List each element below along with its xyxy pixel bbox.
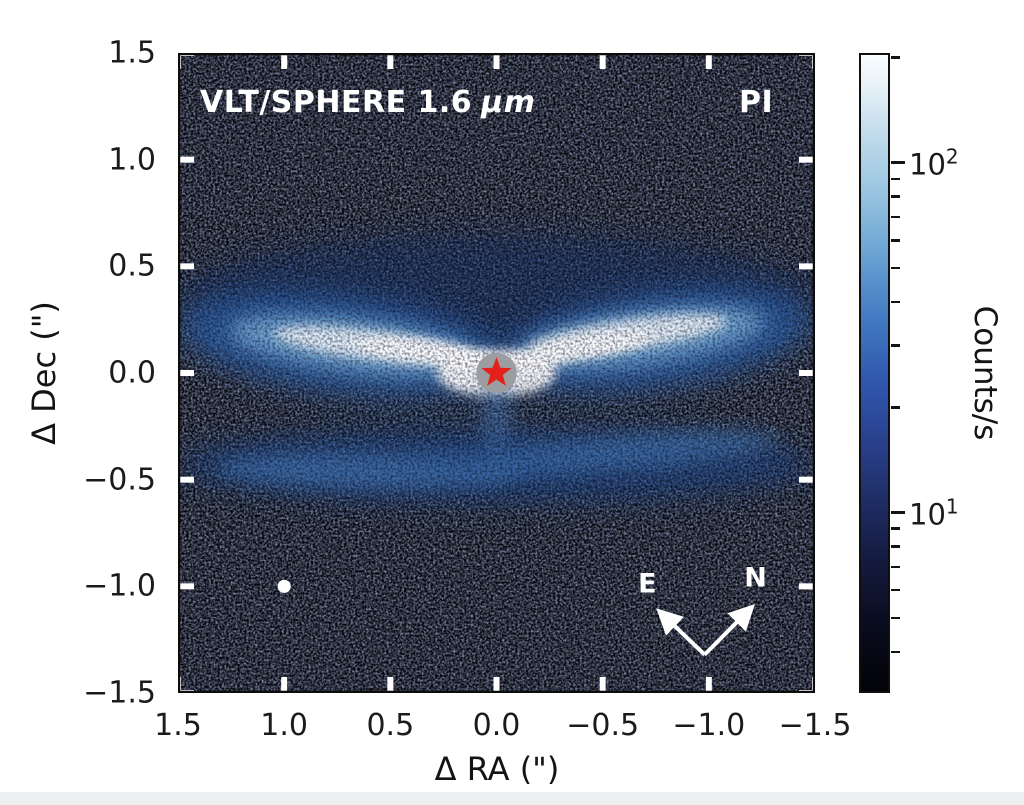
x-tick-mark-top xyxy=(493,53,500,69)
y-tick-mark-right xyxy=(799,263,815,270)
frame-ticks xyxy=(178,53,815,693)
star-marker xyxy=(481,357,512,386)
compass-label-E: E xyxy=(638,569,656,600)
beam-size-dot xyxy=(277,579,291,593)
plot-frame xyxy=(178,53,815,693)
y-tick-label: 1.5 xyxy=(108,35,156,71)
markers xyxy=(277,352,517,593)
colorbar-minor-tick xyxy=(891,527,900,530)
instrument-annotation: VLT/SPHERE 1.6 μm xyxy=(200,85,536,120)
east-arrow xyxy=(656,608,706,657)
x-tick-mark-top xyxy=(705,53,712,69)
x-tick-label: 1.5 xyxy=(154,708,202,743)
y-tick-mark-left xyxy=(178,263,194,270)
x-tick-label: −0.5 xyxy=(566,708,640,743)
compass-label-N: N xyxy=(744,562,767,593)
colorbar-minor-tick xyxy=(891,177,900,181)
y-tick-mark-right xyxy=(799,583,815,590)
colorbar-major-tick xyxy=(891,511,905,515)
x-tick-label: −1.0 xyxy=(672,708,746,743)
page-bottom-strip xyxy=(0,792,1024,805)
north-arrow xyxy=(703,604,755,657)
y-tick-mark-left xyxy=(178,476,194,483)
colorbar-tick-label: 102 xyxy=(909,144,959,182)
colorbar-minor-tick xyxy=(891,300,900,304)
colorbar-minor-tick xyxy=(891,344,900,347)
y-tick-mark-left xyxy=(178,156,194,163)
colorbar-minor-tick xyxy=(891,545,900,548)
x-tick-mark-bottom xyxy=(599,677,606,693)
colorbar-minor-tick xyxy=(891,406,900,409)
y-axis-label: Δ Dec (") xyxy=(25,301,63,445)
colorbar-minor-tick xyxy=(891,650,900,654)
y-tick-label: −1.5 xyxy=(83,675,156,711)
x-tick-mark-bottom xyxy=(387,677,394,693)
instrument-text: VLT/SPHERE 1.6 xyxy=(200,85,473,120)
y-tick-label: −1.0 xyxy=(83,568,156,604)
x-tick-mark-bottom xyxy=(705,677,712,693)
colorbar-label: Counts/s xyxy=(967,305,1003,441)
x-tick-mark-top xyxy=(599,53,606,69)
colorbar-major-tick xyxy=(891,161,905,165)
colorbar-minor-tick xyxy=(891,215,900,219)
x-tick-label: 0.0 xyxy=(472,708,521,743)
colorbar-minor-tick xyxy=(891,266,900,270)
y-tick-mark-right xyxy=(799,156,815,163)
colorbar xyxy=(859,53,890,693)
colorbar-minor-tick xyxy=(891,588,900,592)
x-tick-mark-top xyxy=(387,53,394,69)
y-tick-label: 0.0 xyxy=(108,355,156,391)
x-tick-label: −1.5 xyxy=(778,708,852,743)
y-tick-label: −0.5 xyxy=(83,462,156,498)
y-tick-label: 0.5 xyxy=(108,248,156,284)
x-tick-mark-bottom xyxy=(281,677,288,693)
x-tick-label: 0.5 xyxy=(366,708,415,743)
y-tick-label: 1.0 xyxy=(108,142,156,178)
x-tick-mark-top xyxy=(281,53,288,69)
wavelength-unit: μm xyxy=(481,85,536,120)
x-tick-label: 1.0 xyxy=(260,708,309,743)
y-tick-mark-left xyxy=(178,583,194,590)
x-axis-label: Δ RA (") xyxy=(434,750,560,788)
colorbar-minor-tick xyxy=(891,195,900,198)
colorbar-minor-tick xyxy=(891,56,900,59)
colorbar-minor-tick xyxy=(891,239,900,242)
y-tick-mark-right xyxy=(799,370,815,376)
x-tick-mark-bottom xyxy=(493,677,500,693)
colorbar-minor-tick xyxy=(891,616,900,620)
mode-annotation: PI xyxy=(739,85,774,120)
colorbar-tick-label: 101 xyxy=(909,494,959,531)
colorbar-minor-tick xyxy=(891,565,900,569)
y-tick-mark-right xyxy=(799,476,815,483)
y-tick-mark-left xyxy=(178,370,194,376)
